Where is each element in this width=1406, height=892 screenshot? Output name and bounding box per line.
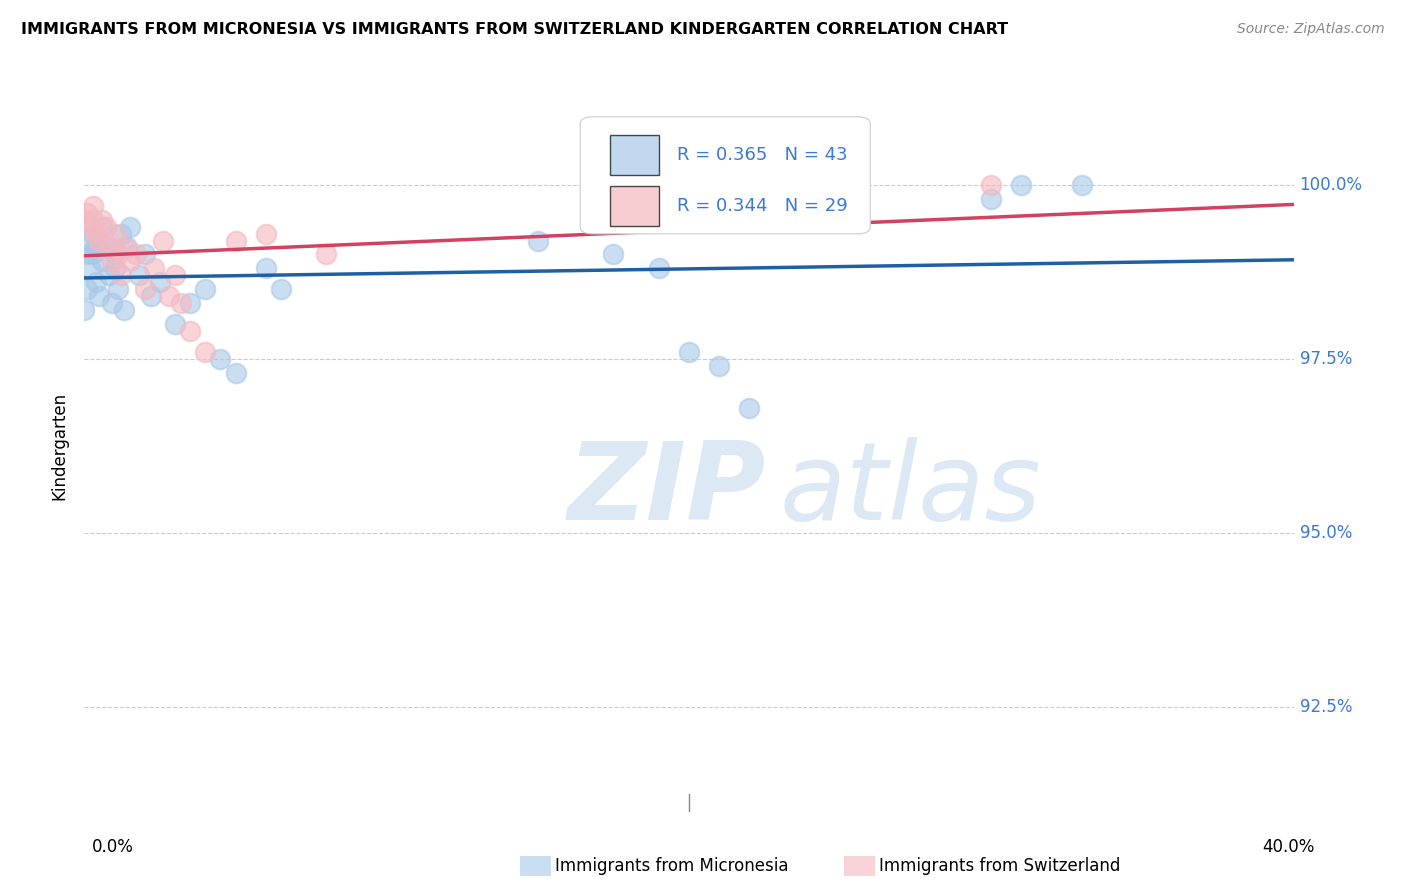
Point [179, 296, 201, 310]
Text: 0.0%: 0.0% [91, 838, 134, 855]
Point [104, 261, 127, 276]
Point [194, 345, 217, 359]
Point [125, 247, 148, 261]
Point [170, 296, 193, 310]
FancyBboxPatch shape [610, 135, 658, 175]
Point [647, 261, 671, 276]
Point [76, 282, 98, 296]
Point [678, 345, 700, 359]
Point [86, 240, 108, 254]
Point [91, 212, 114, 227]
Point [86, 227, 108, 241]
Text: 97.5%: 97.5% [1299, 350, 1353, 368]
Point [152, 234, 174, 248]
Point [139, 289, 162, 303]
Point [142, 261, 165, 276]
FancyBboxPatch shape [610, 186, 658, 227]
Point [209, 351, 232, 366]
Point [110, 227, 132, 241]
Text: Immigrants from Micronesia: Immigrants from Micronesia [555, 857, 789, 875]
Point [79, 261, 101, 276]
Point [602, 247, 624, 261]
Text: R = 0.365   N = 43: R = 0.365 N = 43 [676, 146, 848, 164]
Point [94, 240, 117, 254]
Point [149, 275, 172, 289]
Point [107, 282, 129, 296]
Point [89, 289, 111, 303]
Point [1071, 178, 1094, 192]
Text: R = 0.344   N = 29: R = 0.344 N = 29 [676, 197, 848, 215]
Point [104, 247, 127, 261]
Text: Immigrants from Switzerland: Immigrants from Switzerland [879, 857, 1121, 875]
Point [73, 212, 96, 227]
Text: ZIP: ZIP [568, 437, 766, 543]
Y-axis label: Kindergarten: Kindergarten [51, 392, 69, 500]
Point [270, 282, 292, 296]
Point [1010, 178, 1032, 192]
Point [134, 247, 156, 261]
Point [76, 247, 98, 261]
Text: 95.0%: 95.0% [1299, 524, 1353, 542]
Point [115, 240, 138, 254]
Point [128, 268, 150, 283]
Point [254, 261, 277, 276]
Point [163, 317, 186, 331]
Point [79, 234, 101, 248]
Point [179, 324, 201, 338]
Point [100, 254, 122, 268]
Point [97, 268, 120, 283]
FancyBboxPatch shape [581, 117, 870, 234]
Point [315, 247, 337, 261]
Point [79, 219, 101, 234]
Point [118, 254, 141, 268]
Point [134, 282, 156, 296]
Text: atlas: atlas [779, 437, 1042, 542]
Point [100, 296, 122, 310]
Point [97, 240, 120, 254]
Point [157, 289, 180, 303]
Text: 92.5%: 92.5% [1299, 698, 1353, 716]
Point [254, 227, 277, 241]
Text: Source: ZipAtlas.com: Source: ZipAtlas.com [1237, 22, 1385, 37]
Point [738, 401, 761, 415]
Point [73, 303, 96, 318]
Text: 100.0%: 100.0% [1299, 176, 1362, 194]
Point [89, 234, 111, 248]
Point [225, 366, 247, 380]
Text: 40.0%: 40.0% [1263, 838, 1315, 855]
Point [94, 219, 117, 234]
Point [980, 192, 1002, 206]
Point [76, 205, 98, 219]
Point [709, 359, 731, 373]
Point [91, 254, 114, 268]
Point [82, 212, 104, 227]
Point [526, 234, 548, 248]
Point [225, 234, 247, 248]
Point [194, 282, 217, 296]
Point [86, 275, 108, 289]
Point [82, 199, 104, 213]
Point [118, 219, 141, 234]
Point [104, 227, 127, 241]
Point [110, 268, 132, 283]
Text: IMMIGRANTS FROM MICRONESIA VS IMMIGRANTS FROM SWITZERLAND KINDERGARTEN CORRELATI: IMMIGRANTS FROM MICRONESIA VS IMMIGRANTS… [21, 22, 1008, 37]
Point [82, 247, 104, 261]
Point [163, 268, 186, 283]
Point [82, 227, 104, 241]
Point [89, 234, 111, 248]
Point [112, 240, 135, 254]
Point [107, 247, 129, 261]
Point [980, 178, 1002, 192]
Point [112, 303, 135, 318]
Point [91, 219, 114, 234]
